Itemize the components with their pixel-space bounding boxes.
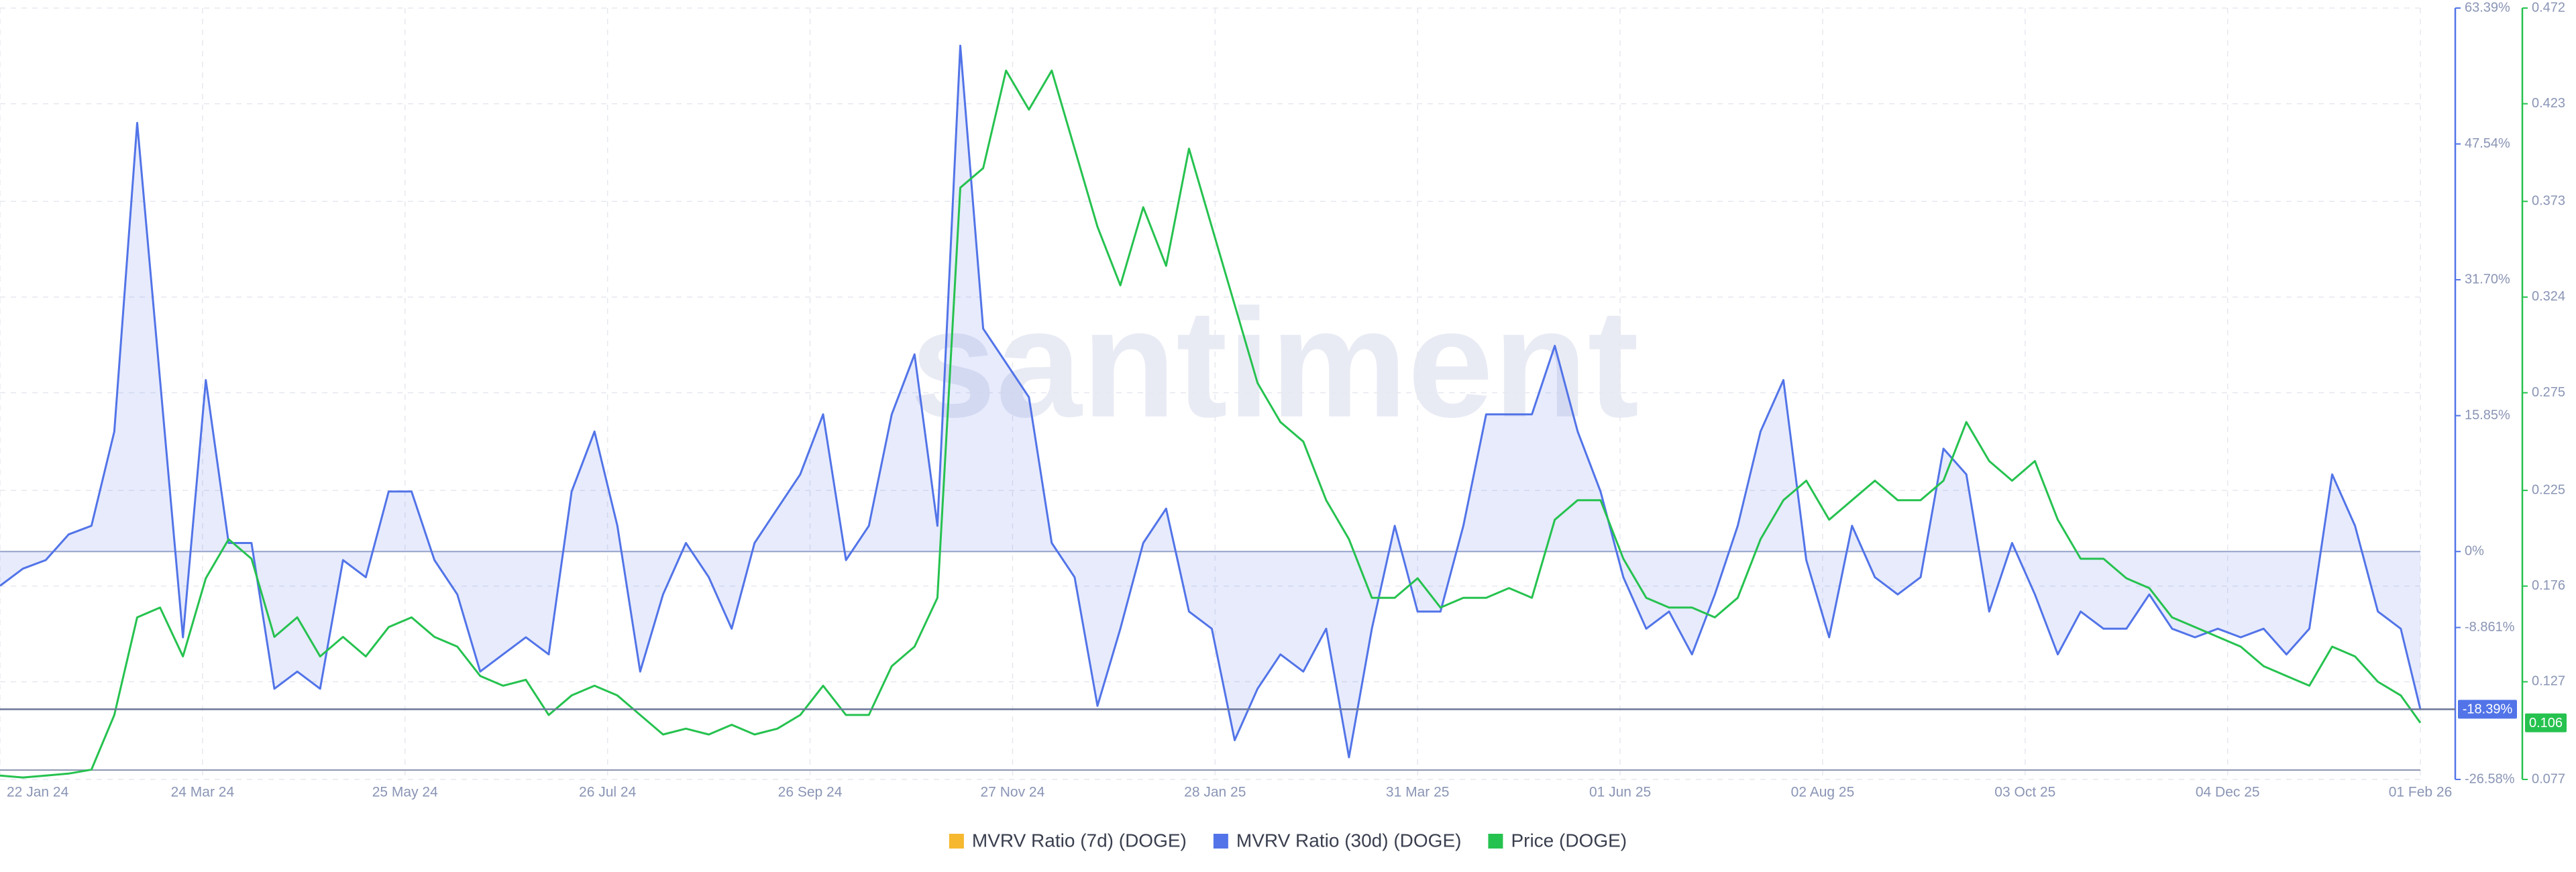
line (0, 69, 2422, 779)
x-tick-label: 22 Jan 24 (7, 785, 69, 800)
y2-tick-label: 0.423 (2532, 96, 2565, 111)
y2-tick-label: 0.472 (2532, 0, 2565, 15)
y2-tick-label: 0.275 (2532, 385, 2565, 400)
x-tick-label: 31 Mar 25 (1386, 785, 1450, 800)
x-tick-label: 25 May 24 (372, 785, 438, 800)
current-label: -18.39% (2463, 702, 2513, 717)
legend-label: MVRV Ratio (30d) (DOGE) (1236, 830, 1462, 851)
y-tick-label: 47.54% (2465, 136, 2510, 151)
y-tick-label: 15.85% (2465, 408, 2510, 423)
x-tick-label: 24 Mar 24 (171, 785, 235, 800)
legend-label: MVRV Ratio (7d) (DOGE) (972, 830, 1187, 851)
current-label: 0.106 (2529, 716, 2563, 730)
y2-tick-label: 0.373 (2532, 194, 2565, 209)
x-tick-label: 27 Nov 24 (981, 785, 1045, 800)
y2-tick-label: 0.176 (2532, 578, 2565, 593)
x-tick-label: 01 Jun 25 (1589, 785, 1651, 800)
legend-label: Price (DOGE) (1511, 830, 1627, 851)
x-tick-label: 28 Jan 25 (1184, 785, 1246, 800)
y2-tick-label: 0.324 (2532, 289, 2565, 304)
legend-swatch (1213, 834, 1228, 849)
area (0, 46, 2420, 758)
y2-tick-label: 0.127 (2532, 674, 2565, 689)
x-tick-label: 01 Feb 26 (2389, 785, 2453, 800)
x-tick-label: 26 Jul 24 (579, 785, 637, 800)
y2-tick-label: 0.077 (2532, 771, 2565, 786)
x-tick-label: 03 Oct 25 (1994, 785, 2055, 800)
current-box (2525, 713, 2567, 732)
y-tick-label: 31.70% (2465, 272, 2510, 286)
y-tick-label: -8.861% (2465, 620, 2515, 635)
x-tick-label: 04 Dec 25 (2196, 785, 2260, 800)
legend-swatch (949, 834, 964, 849)
y-tick-label: 0% (2465, 544, 2484, 559)
y2-tick-label: 0.225 (2532, 482, 2565, 497)
legend-swatch (1488, 834, 1503, 849)
current-box (2458, 700, 2517, 719)
x-tick-label: 26 Sep 24 (778, 785, 843, 800)
y-tick-label: 63.39% (2465, 0, 2510, 15)
x-tick-label: 02 Aug 25 (1791, 785, 1855, 800)
line (0, 44, 2422, 759)
y-tick-label: -26.58% (2465, 771, 2515, 786)
